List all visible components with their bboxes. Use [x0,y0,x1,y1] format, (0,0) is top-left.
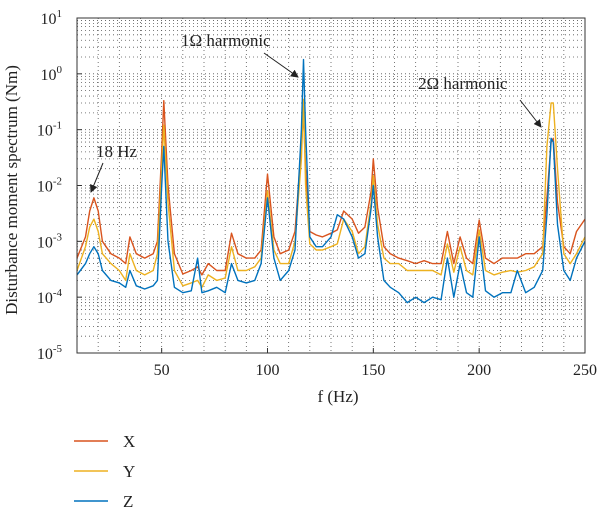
y-tick-label: 10-5 [37,343,63,363]
x-tick-label: 100 [256,362,280,379]
legend-label-z: Z [123,492,133,511]
y-axis-label: Disturbance moment spectrum (Nm) [2,65,21,315]
series-lines [76,58,586,304]
grid [77,18,585,353]
y-tick-label: 10-3 [37,231,63,251]
series-line-z [76,58,586,304]
x-tick-label: 200 [467,362,491,379]
x-tick-label: 250 [573,362,597,379]
legend-label-x: X [123,432,135,451]
x-tick-label: 50 [154,362,170,379]
x-tick-label: 150 [361,362,385,379]
y-tick-label: 101 [41,8,63,28]
series-line-y [76,98,586,288]
annotation-label: 2Ω harmonic [418,74,508,93]
annotations: 18 Hz 1Ω harmonic 2Ω harmonic [89,31,542,193]
y-tick-label: 10-4 [37,287,63,307]
y-tick-label: 10-2 [37,176,62,196]
annotation-arrow [89,162,104,193]
axis-ticks: 50 100 150 200 250 101 100 10-1 10-2 10-3 10-4 10-5 [37,8,597,379]
x-axis-label: f (Hz) [317,387,358,406]
legend: XYZ [74,432,135,511]
annotation-arrow [263,52,299,78]
annotation-label: 18 Hz [96,142,138,161]
annotation-label: 1Ω harmonic [181,31,271,50]
annotation-arrow [519,99,542,128]
y-tick-label: 10-1 [37,120,62,140]
legend-label-y: Y [123,462,135,481]
y-tick-label: 100 [41,64,63,84]
